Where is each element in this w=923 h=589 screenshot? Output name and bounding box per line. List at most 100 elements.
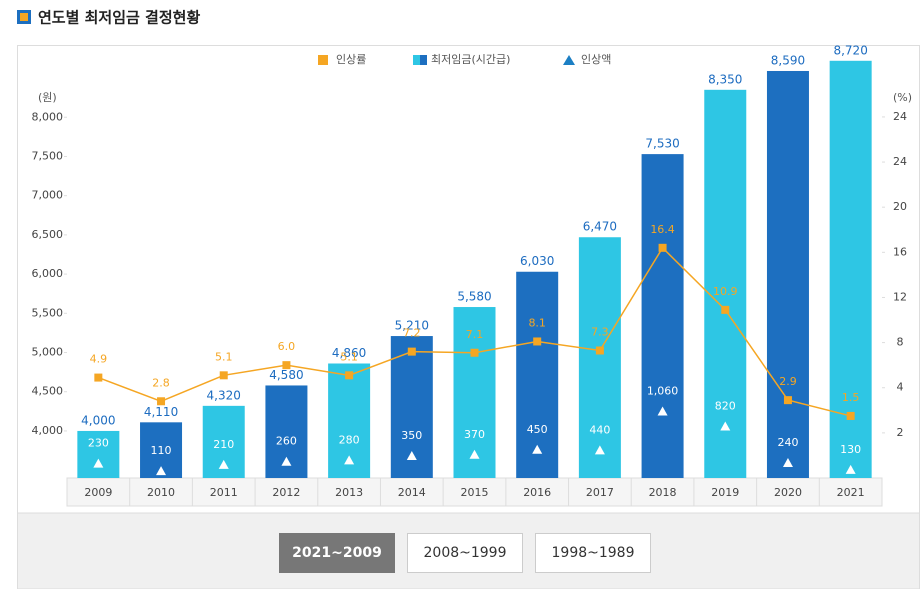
amount-label: 370 [464,428,485,441]
bar [641,154,684,478]
amount-label: 440 [589,423,610,436]
bar-value-label: 4,860 [332,346,366,360]
rate-marker [345,371,354,380]
legend-label: 인상률 [336,53,366,66]
x-tick-label: 2015 [461,486,489,499]
amount-marker [594,445,605,455]
amount-label: 820 [715,400,736,413]
y-tick-label: 6,000 [32,267,64,280]
legend-swatch [563,55,575,65]
bar-value-label: 6,030 [520,254,554,268]
y2-tick-label: 8 [897,336,904,349]
y-tick-label: 6,500 [32,228,64,241]
y2-tick-label: 24 [893,155,907,168]
y-axis-unit: (원) [38,91,57,104]
x-tick-label: 2017 [586,486,614,499]
amount-marker [782,457,793,467]
amount-marker [845,464,856,474]
legend-label: 최저임금(시간급) [431,53,510,66]
bar-value-label: 8,590 [771,53,805,67]
amount-marker [156,466,167,476]
x-tick-label: 2020 [774,486,802,499]
bar [704,89,747,478]
rate-marker [219,371,228,380]
bar-value-label: 5,580 [457,290,491,304]
rate-marker [595,346,604,355]
x-tick-label: 2011 [210,486,238,499]
x-tick-label: 2019 [711,486,739,499]
bar-value-label: 7,530 [645,137,679,151]
x-tick-label: 2010 [147,486,175,499]
y-tick-label: 4,500 [32,385,64,398]
bar-value-label: 4,320 [207,388,241,402]
x-tick-label: 2009 [84,486,112,499]
rate-label: 5.1 [340,350,358,363]
amount-marker [406,451,417,461]
amount-marker [218,459,229,469]
range-button[interactable]: 2008~1999 [407,533,523,573]
rate-label: 16.4 [650,223,675,236]
rate-label: 5.1 [215,350,233,363]
amount-label: 230 [88,437,109,450]
x-axis-band [66,477,883,507]
bar [516,271,559,478]
rate-marker [846,411,855,420]
rate-marker [721,305,730,314]
amount-marker [657,406,668,416]
range-button[interactable]: 1998~1989 [535,533,651,573]
x-tick-label: 2018 [649,486,677,499]
amount-marker [469,449,480,459]
bar-value-label: 6,470 [583,220,617,234]
y-tick-label: 8,000 [32,110,64,123]
bar-value-label: 4,580 [269,368,303,382]
rate-label: 6.0 [278,340,296,353]
bar [77,430,120,478]
rate-marker [157,397,166,406]
amount-marker [344,455,355,465]
legend-swatch [413,55,420,65]
bar-value-label: 4,000 [81,413,115,427]
rate-label: 7.1 [466,328,484,341]
amount-label: 350 [401,429,422,442]
y-tick-label: 5,500 [32,306,64,319]
y2-axis-unit: (%) [893,91,912,104]
title-icon-inner [20,13,28,21]
range-button[interactable]: 2021~2009 [279,533,395,573]
chart-title: 연도별 최저임금 결정현황 [38,9,200,27]
legend-swatch [318,55,328,65]
rate-marker [94,373,103,382]
rate-marker [282,361,291,370]
rate-marker [407,347,416,356]
y2-tick-label: 24 [893,110,907,123]
rate-marker [470,348,479,357]
y2-tick-label: 16 [893,245,907,258]
amount-marker [93,458,104,468]
x-tick-label: 2021 [837,486,865,499]
amount-label: 280 [339,433,360,446]
bar [829,60,872,478]
rate-marker [533,337,542,346]
legend-label: 인상액 [581,53,611,66]
bar-value-label: 5,210 [395,319,429,333]
amount-label: 450 [527,423,548,436]
rate-label: 7.3 [591,325,609,338]
x-tick-label: 2012 [272,486,300,499]
rate-label: 10.9 [713,285,738,298]
rate-marker [658,243,667,252]
x-tick-label: 2014 [398,486,426,499]
y-tick-label: 5,000 [32,346,64,359]
bar [578,237,621,478]
rate-label: 7.2 [403,327,421,340]
rate-label: 2.9 [779,375,797,388]
bar-value-label: 8,350 [708,72,742,86]
bar [453,307,496,478]
y-tick-label: 7,000 [32,189,64,202]
bar-value-label: 4,110 [144,405,178,419]
x-tick-label: 2016 [523,486,551,499]
amount-marker [720,421,731,431]
rate-label: 1.5 [842,391,860,404]
y2-tick-label: 4 [897,381,904,394]
amount-label: 210 [213,438,234,451]
